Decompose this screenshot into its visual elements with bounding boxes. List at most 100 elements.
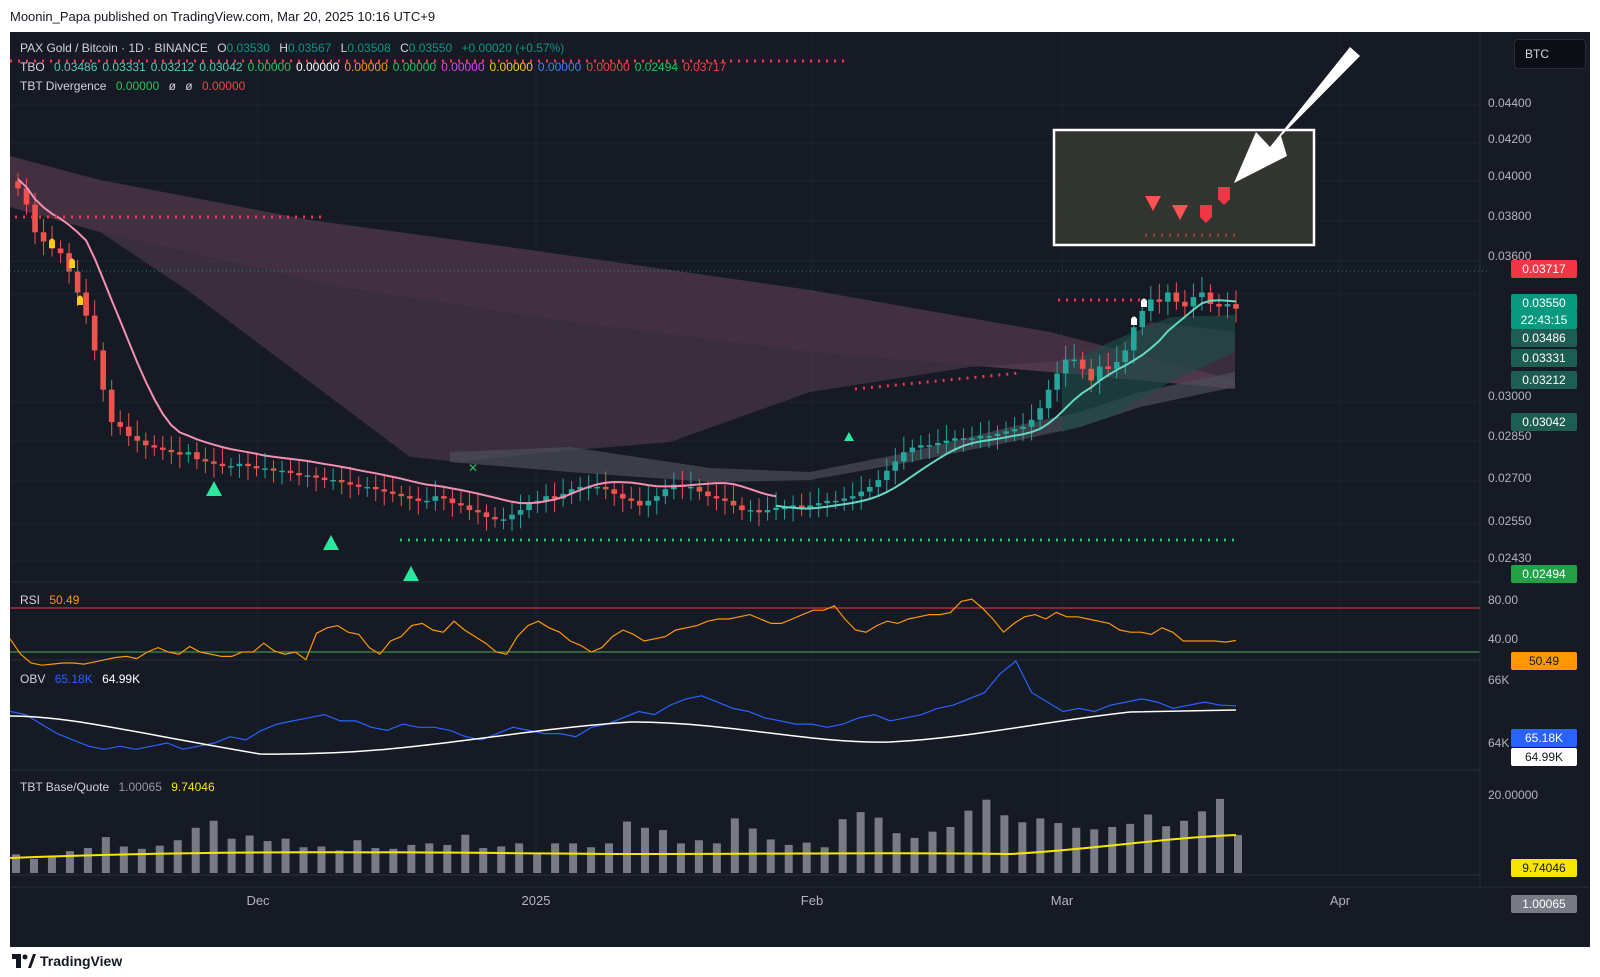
candle-body: [994, 433, 1001, 437]
candle-body: [1216, 304, 1222, 307]
obv-line: [10, 660, 1237, 750]
base-quote-legend[interactable]: TBT Base/Quote 1.00065 9.74046: [20, 780, 221, 794]
cloud-band-mid: [10, 207, 1235, 462]
obv-name: OBV: [20, 672, 46, 686]
candle-body: [926, 445, 933, 447]
tbo-value: 0.00000: [392, 60, 437, 74]
candle-body: [1020, 426, 1026, 430]
base-quote-bar: [946, 826, 955, 873]
candle-body: [883, 470, 890, 480]
candle-body: [74, 271, 81, 293]
divergence-name: TBT Divergence: [20, 79, 107, 93]
price-label: 0.03486: [1511, 329, 1577, 347]
candle-body: [177, 452, 183, 455]
cloud-band-green: [1062, 315, 1235, 432]
candle-body: [347, 482, 353, 485]
candle-body: [739, 505, 745, 511]
pane-value-label: 1.00065: [1511, 895, 1577, 913]
main-legend[interactable]: PAX Gold / Bitcoin · 1D · BINANCE O0.035…: [20, 41, 570, 55]
candle-body: [194, 452, 200, 460]
candle-body: [619, 493, 626, 499]
tbo-value: 0.00000: [247, 60, 291, 74]
base-quote-bar: [371, 848, 380, 873]
candle-body: [952, 438, 958, 441]
tradingview-logo[interactable]: TradingView: [12, 953, 122, 969]
change-value: +0.00020 (+0.57%): [461, 41, 565, 55]
buy-triangle: [403, 566, 419, 581]
candle-body: [747, 510, 754, 512]
candle-body: [892, 461, 899, 471]
candle-body: [602, 486, 609, 490]
obv-legend[interactable]: OBV 65.18K 64.99K: [20, 672, 146, 686]
candle-body: [1062, 359, 1069, 374]
base-quote-bar: [209, 820, 218, 873]
candle-body: [407, 496, 413, 499]
chart-area[interactable]: ✕ 0.04400 0.04200 0.04000 0.03800 0.03600 0.03…: [10, 32, 1590, 947]
base-quote-bar: [784, 844, 793, 873]
divergence-v3: ø: [185, 79, 193, 93]
base-quote-bar: [47, 855, 56, 873]
tbo-legend[interactable]: TBO 0.03486 0.03331 0.03212 0.03042 0.00000 0…: [20, 60, 737, 74]
chart-canvas[interactable]: ✕0.044000.042000.040000.038000.036000.03…: [10, 32, 1590, 947]
candle-body: [458, 503, 464, 506]
candle-body: [270, 468, 277, 471]
candle-body: [415, 498, 422, 501]
base-quote-bar: [1054, 823, 1063, 873]
candle-body: [330, 479, 336, 482]
divergence-v4: 0.00000: [201, 79, 246, 93]
base-quote-bar: [425, 843, 434, 873]
candle-body: [858, 491, 865, 497]
candle-body: [475, 510, 481, 513]
candle-body: [372, 486, 379, 490]
base-quote-bar: [299, 847, 308, 873]
base-quote-bar: [605, 843, 614, 873]
candle-body: [23, 188, 30, 205]
rsi-tick-label: 80.00: [1488, 593, 1518, 607]
candle-body: [355, 484, 362, 487]
pane-value-label: 64.99K: [1511, 748, 1577, 766]
base-quote-bar: [658, 830, 667, 873]
candle-body: [866, 486, 873, 492]
candle-body: [1071, 359, 1077, 362]
obv-v1: 65.18K: [54, 672, 93, 686]
open-label: O: [217, 41, 227, 55]
base-quote-bar: [964, 810, 973, 873]
tbo-value: 0.00000: [489, 60, 533, 74]
candle-body: [304, 475, 311, 477]
candle-body: [918, 445, 924, 448]
buy-triangle-small: [844, 432, 854, 441]
price-label: 0.03042: [1511, 413, 1577, 431]
base-quote-bar: [83, 848, 92, 873]
base-quote-bar: [551, 843, 560, 873]
candle-body: [824, 500, 830, 504]
highlight-box-border: [1052, 128, 1316, 247]
cross-marker: ✕: [468, 461, 478, 475]
candle-body: [1054, 373, 1060, 390]
base-quote-bar: [65, 851, 74, 873]
base-quote-bar: [676, 843, 685, 873]
base-quote-bar: [461, 834, 470, 873]
symbol-badge[interactable]: BTC: [1514, 39, 1586, 69]
buy-triangle: [323, 535, 339, 550]
rsi-legend[interactable]: RSI 50.49: [20, 593, 85, 607]
candle-body: [1011, 429, 1018, 432]
candle-body: [287, 470, 294, 474]
candle-body: [943, 440, 950, 443]
base-quote-bar: [245, 835, 254, 873]
base-quote-bar: [191, 827, 200, 873]
candle-body: [1207, 292, 1214, 305]
rsi-line: [10, 598, 1237, 666]
candle-body: [364, 486, 371, 489]
candle-body: [696, 486, 703, 492]
candle-body: [1028, 419, 1035, 427]
candle-body: [1139, 311, 1146, 328]
divergence-legend[interactable]: TBT Divergence 0.00000 ø ø 0.00000: [20, 79, 251, 93]
tbo-value: 0.03212: [150, 60, 195, 74]
candle-body: [849, 496, 856, 499]
base-quote-bar: [353, 840, 362, 873]
white-marker: [1141, 298, 1147, 307]
divergence-v2: ø: [168, 79, 176, 93]
divergence-v1: 0.00000: [115, 79, 160, 93]
candle-body: [798, 505, 805, 508]
candle-body: [321, 477, 328, 480]
